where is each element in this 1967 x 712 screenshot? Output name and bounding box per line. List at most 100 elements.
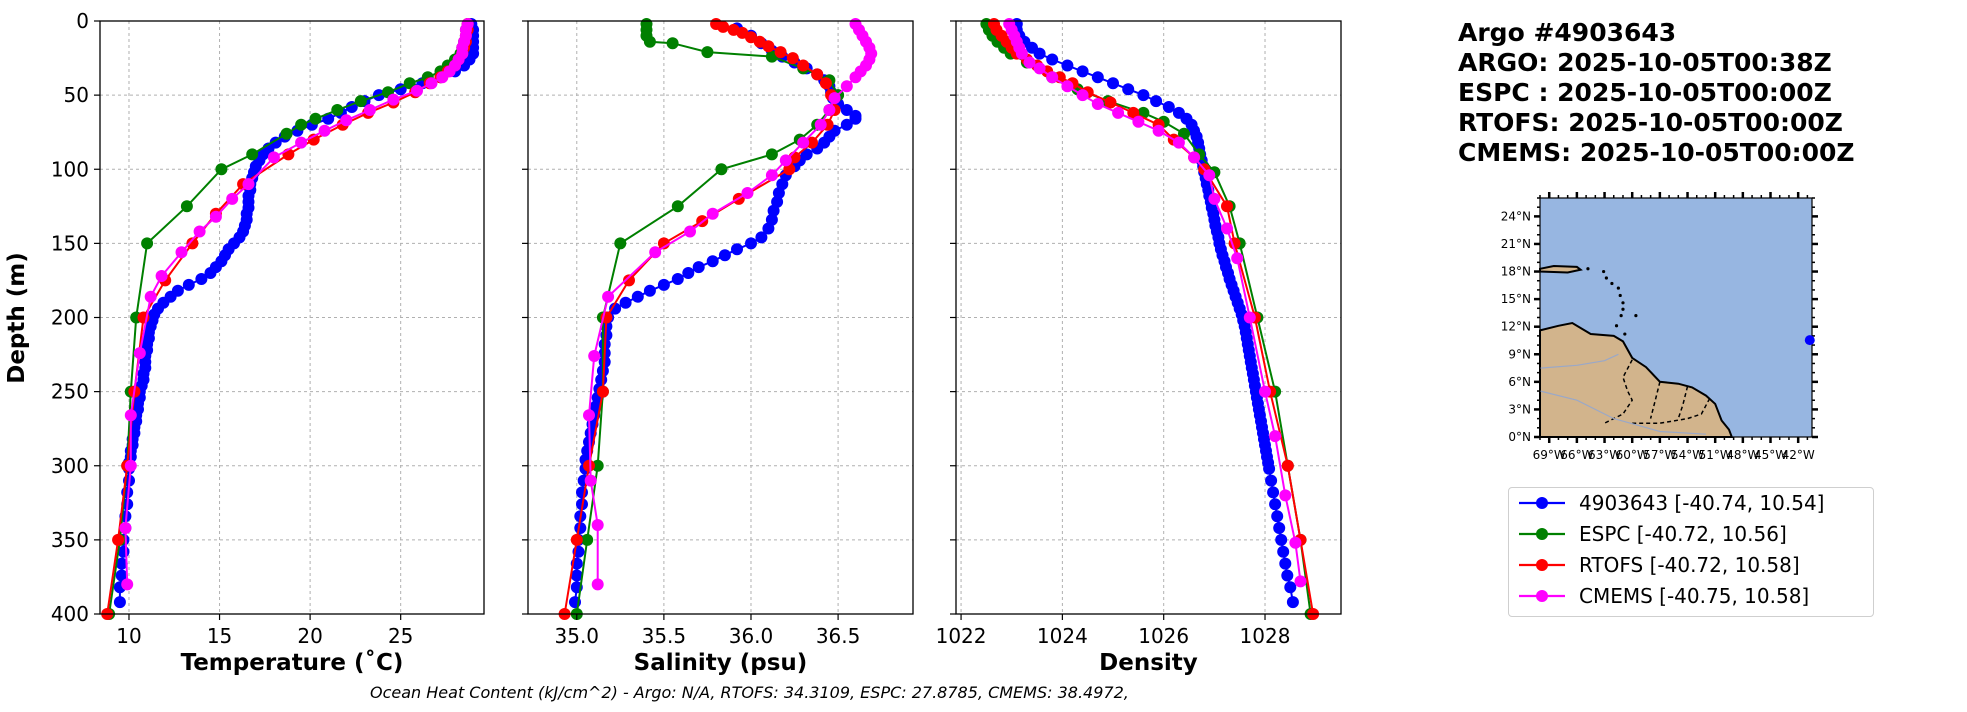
data-point	[1286, 596, 1299, 609]
map-island	[1610, 281, 1614, 286]
data-point	[828, 92, 841, 105]
data-point	[1046, 53, 1059, 66]
map-lat-label: 15°N	[1501, 292, 1531, 306]
map-lon-label: 69°W	[1533, 448, 1566, 462]
data-point	[797, 136, 810, 149]
map-land-south-america	[1539, 321, 1734, 438]
x-axis-label: Temperature (˚C)	[181, 649, 404, 676]
y-tick-label: 150	[51, 231, 89, 255]
legend-item-argo: 4903643 [-40.74, 10.54]	[1517, 488, 1824, 518]
map-island	[1634, 314, 1638, 318]
data-point	[823, 104, 836, 116]
data-point	[1231, 252, 1244, 265]
y-tick-label: 300	[51, 454, 89, 478]
series-cmems	[1003, 18, 1307, 588]
map-lon-label: 42°W	[1782, 448, 1815, 462]
data-point	[1289, 536, 1302, 549]
data-point	[1023, 56, 1036, 69]
data-point	[840, 104, 853, 116]
series-line	[1008, 23, 1302, 582]
y-tick-label: 350	[51, 528, 89, 552]
data-point	[1104, 96, 1117, 109]
data-point	[1294, 575, 1307, 588]
data-point	[588, 350, 601, 362]
map-island	[1614, 324, 1619, 328]
legend-item-espc: ESPC [-40.72, 10.56]	[1517, 519, 1787, 549]
data-point	[1061, 80, 1074, 93]
x-axis-label: Salinity (psu)	[634, 650, 808, 676]
data-point	[1284, 581, 1297, 594]
data-point	[204, 267, 217, 279]
data-point	[692, 261, 705, 274]
map-lat-label: 21°N	[1501, 237, 1531, 251]
map-island	[1602, 269, 1606, 274]
x-tick-label: 1026	[1138, 624, 1189, 648]
map-river	[1539, 390, 1707, 435]
map-lon-label: 57°W	[1643, 448, 1676, 462]
data-point	[671, 200, 684, 213]
x-tick-label: 35.0	[555, 624, 600, 648]
data-point	[387, 93, 400, 106]
data-point	[141, 237, 154, 250]
map-lon-label: 54°W	[1671, 448, 1704, 462]
data-point	[226, 192, 239, 205]
data-point	[1259, 385, 1271, 398]
data-point	[1279, 489, 1292, 502]
series-line	[108, 23, 469, 615]
data-point	[340, 114, 353, 127]
legend-label-argo: 4903643 [-40.74, 10.54]	[1579, 491, 1825, 515]
rtofs-time: RTOFS: 2025-10-05T00:00Z	[1458, 108, 1843, 137]
data-point	[1243, 311, 1256, 324]
series-cmems	[583, 18, 878, 591]
series-line	[574, 27, 857, 603]
data-point	[1033, 62, 1046, 75]
data-point	[295, 118, 308, 131]
data-point	[584, 474, 597, 487]
data-point	[144, 290, 157, 303]
data-point	[1150, 95, 1163, 108]
data-point	[614, 237, 627, 250]
data-point	[425, 77, 438, 90]
data-point	[1221, 200, 1233, 213]
series-line	[124, 23, 469, 585]
data-point	[1277, 545, 1290, 558]
map-island	[1618, 293, 1622, 298]
data-point	[1269, 430, 1282, 443]
data-point	[1061, 59, 1074, 72]
ylabel: Depth (m)	[4, 252, 30, 384]
map-island	[1623, 332, 1627, 336]
data-point	[819, 77, 832, 90]
series-cmems	[119, 18, 474, 591]
data-point	[772, 187, 785, 199]
data-point	[767, 204, 780, 217]
data-point	[591, 578, 604, 591]
x-tick-label: 36.5	[816, 624, 861, 648]
data-point	[1221, 222, 1233, 235]
series-espc	[103, 18, 474, 620]
data-point	[811, 68, 824, 81]
y-tick-label: 250	[51, 380, 89, 404]
map-lat-label: 18°N	[1501, 265, 1531, 279]
data-point	[731, 243, 743, 256]
data-point	[195, 273, 208, 285]
location-map: 24°N 21°N 18°N 15°N 12°N 9°N 6°N 3°N 0°N69°W66°W…	[1501, 192, 1818, 462]
x-tick-label: 20	[297, 624, 322, 648]
legend: 4903643 [-40.74, 10.54] ESPC [-40.72, 10…	[1508, 487, 1874, 617]
data-point	[124, 409, 137, 422]
map-lat-label: 9°N	[1508, 347, 1531, 361]
data-point	[849, 112, 862, 125]
map-lat-label: 12°N	[1501, 320, 1531, 334]
map-island	[1604, 276, 1608, 280]
series-line	[575, 24, 840, 615]
data-point	[765, 169, 778, 182]
data-point	[814, 118, 827, 131]
y-tick-label: 0	[76, 9, 89, 33]
data-point	[1208, 192, 1221, 205]
data-point	[133, 347, 146, 360]
x-tick-label: 15	[207, 624, 232, 648]
data-point	[1279, 557, 1292, 570]
data-point	[209, 210, 222, 223]
data-point	[1122, 83, 1135, 96]
data-point	[1112, 106, 1125, 119]
data-point	[806, 136, 818, 149]
